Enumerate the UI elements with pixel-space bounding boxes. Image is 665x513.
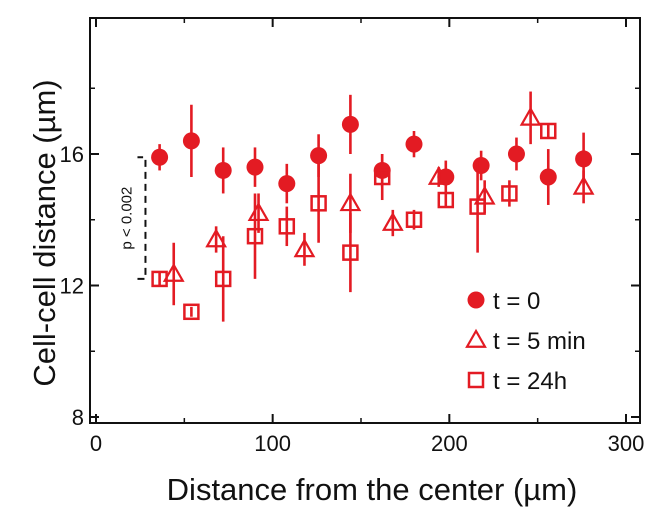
marker-triangle	[162, 262, 185, 282]
y-tick-label: 8	[72, 405, 84, 430]
marker-triangle	[465, 328, 487, 348]
marker-circle	[310, 147, 328, 165]
marker-square	[151, 270, 168, 288]
series-filled-circle	[151, 94, 593, 205]
x-axis-label: Distance from the center (µm)	[167, 472, 578, 507]
marker-square	[467, 371, 485, 389]
legend-label: t = 5 min	[493, 328, 586, 355]
marker-square	[469, 198, 486, 215]
marker-circle	[246, 158, 264, 176]
marker-circle	[472, 157, 490, 175]
marker-triangle	[519, 106, 542, 126]
annotation: p < 0.002	[118, 156, 147, 280]
marker-circle	[575, 150, 593, 168]
marker-circle	[214, 161, 232, 179]
marker-circle	[182, 132, 200, 150]
marker-square	[214, 270, 232, 288]
marker-square	[540, 122, 557, 140]
marker-circle	[539, 168, 557, 186]
ticks: 0 100 200 300 8 12 16	[60, 18, 645, 456]
x-tick-label: 0	[90, 431, 102, 456]
legend-label: t = 24h	[493, 368, 567, 395]
marker-square	[278, 218, 296, 235]
legend: t = 0 t = 5 min t = 24h	[465, 288, 586, 395]
series	[151, 91, 595, 322]
plot-frame	[89, 17, 641, 424]
y-tick-label: 16	[60, 142, 84, 167]
y-tick-label: 12	[60, 274, 84, 299]
marker-square	[342, 244, 359, 261]
marker-circle	[467, 291, 485, 309]
marker-triangle	[293, 238, 316, 258]
marker-circle	[405, 135, 423, 153]
marker-square	[246, 227, 264, 245]
x-tick-label: 200	[431, 431, 468, 456]
marker-circle	[151, 148, 169, 166]
series-open-triangle	[162, 91, 595, 306]
significance-bracket	[137, 156, 147, 280]
marker-triangle	[205, 228, 228, 248]
marker-triangle	[339, 192, 362, 212]
marker-circle	[278, 175, 296, 193]
marker-triangle	[572, 175, 595, 195]
x-tick-label: 100	[254, 431, 291, 456]
marker-square	[373, 168, 391, 186]
series-open-square	[151, 122, 557, 322]
legend-label: t = 0	[493, 288, 540, 315]
significance-label: p < 0.002	[118, 187, 135, 250]
marker-square	[310, 195, 327, 212]
x-tick-label: 300	[608, 431, 645, 456]
marker-circle	[341, 115, 359, 133]
y-axis-label: Cell-cell distance (µm)	[27, 79, 62, 386]
axes	[89, 17, 641, 424]
marker-square	[437, 191, 455, 209]
marker-square	[405, 211, 423, 228]
marker-triangle	[427, 165, 450, 185]
marker-square	[501, 185, 518, 202]
marker-circle	[507, 145, 525, 163]
marker-square	[183, 303, 200, 321]
marker-triangle	[381, 211, 404, 231]
